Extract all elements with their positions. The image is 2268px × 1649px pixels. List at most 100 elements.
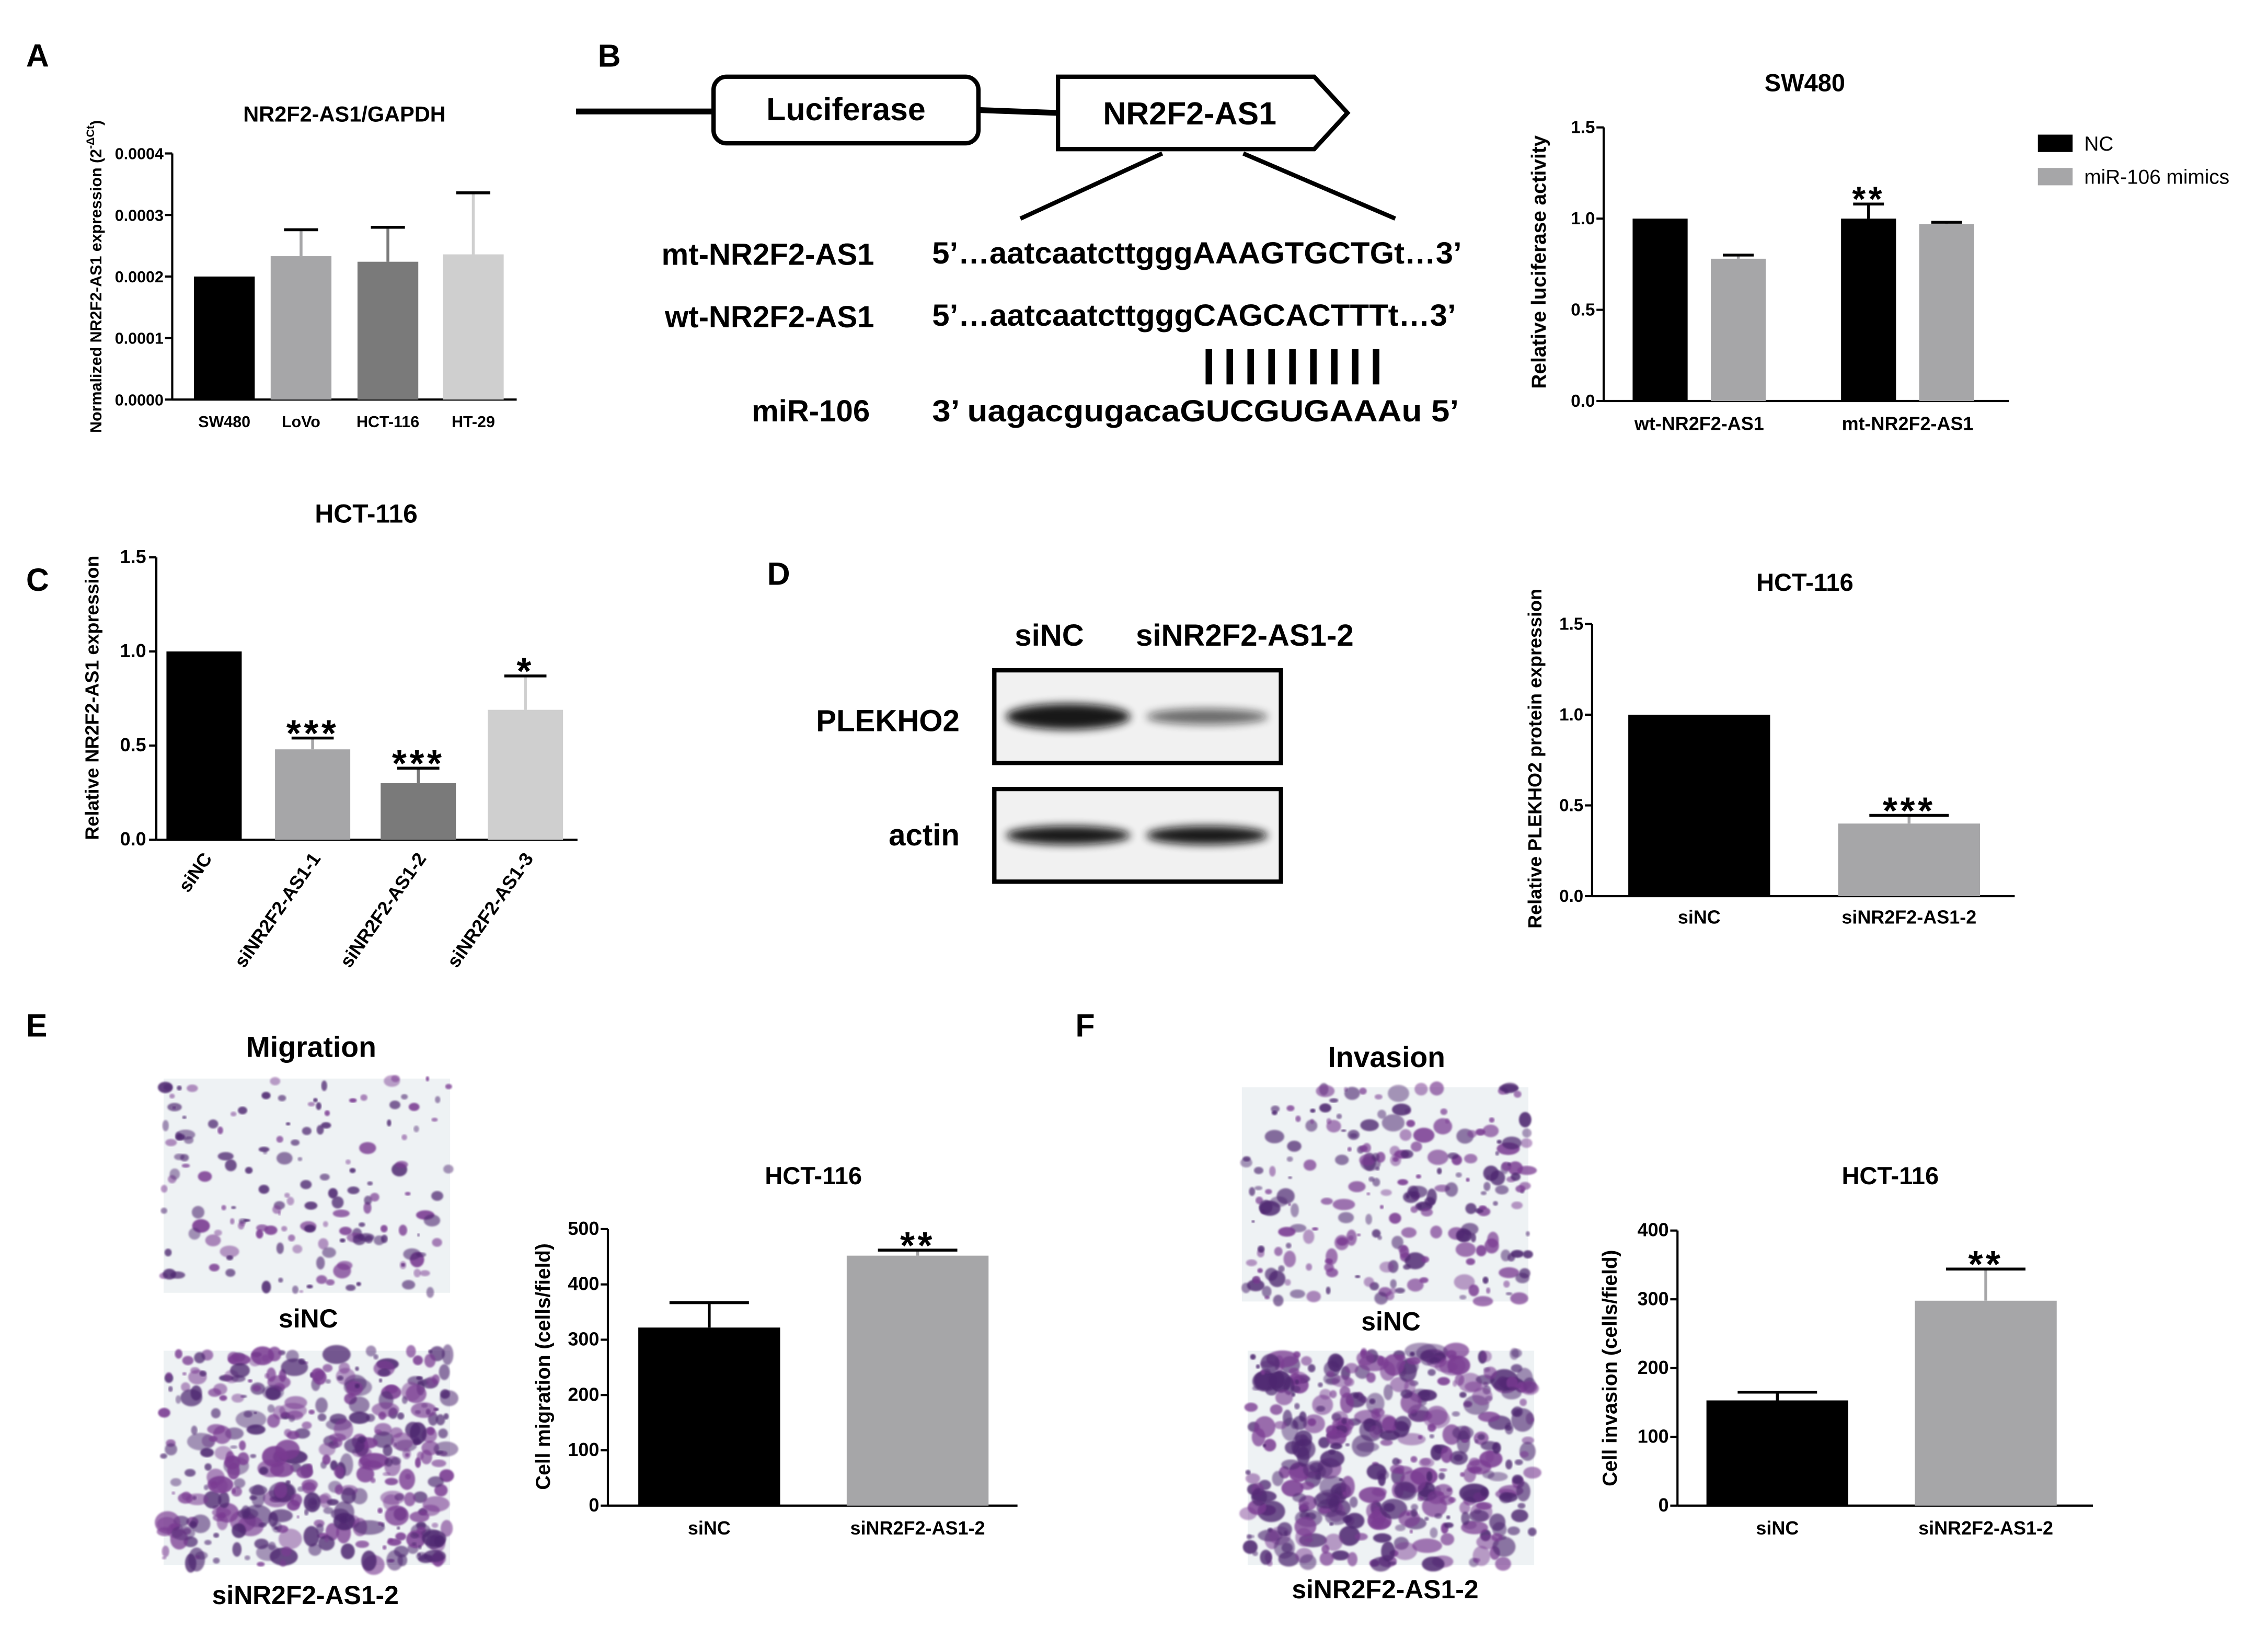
stained-cell: [355, 1540, 370, 1548]
stained-cell: [1477, 1434, 1485, 1440]
stained-cell: [1505, 1425, 1512, 1431]
stained-cell: [1391, 1235, 1403, 1249]
stained-cell: [1344, 1513, 1365, 1529]
stained-cell: [304, 1224, 316, 1233]
stained-cell: [252, 1384, 261, 1392]
stained-cell: [1287, 1140, 1302, 1152]
stained-cell: [258, 1185, 270, 1194]
stained-cell: [316, 1523, 324, 1535]
stained-cell: [324, 1536, 329, 1542]
stained-cell: [1484, 1238, 1499, 1254]
x-tick-label: siNR2F2-AS1-2: [1918, 1517, 2053, 1539]
stained-cell: [276, 1136, 283, 1143]
stained-cell: [1295, 1379, 1299, 1384]
stained-cell: [270, 1461, 294, 1478]
stained-cell: [160, 1207, 168, 1214]
stained-cell: [1319, 1551, 1334, 1566]
legend-swatch: [2037, 134, 2073, 152]
stained-cell: [1456, 1229, 1472, 1242]
x-tick-label: HCT-116: [356, 413, 419, 431]
stained-cell: [264, 1373, 269, 1379]
stained-cell: [322, 1455, 331, 1465]
nr2f2-as1-label: NR2F2-AS1: [1103, 96, 1276, 131]
legend-swatch: [2037, 168, 2073, 186]
stained-cell: [1350, 1133, 1357, 1138]
stained-cell: [359, 1222, 365, 1227]
stained-cell: [326, 1279, 335, 1286]
stained-cell: [1390, 1154, 1401, 1166]
stained-cell: [1438, 1472, 1445, 1480]
stained-cell: [1380, 1439, 1393, 1446]
stained-cell: [1410, 1509, 1418, 1517]
stained-cell: [257, 1562, 265, 1567]
stained-cell: [1461, 1511, 1470, 1526]
stained-cell: [1424, 1517, 1429, 1521]
stained-cell: [442, 1344, 454, 1365]
stained-cell: [321, 1080, 327, 1091]
stained-cell: [1251, 1428, 1265, 1447]
stained-cell: [1263, 1438, 1276, 1452]
stained-cell: [273, 1526, 279, 1530]
stained-cell: [1444, 1522, 1454, 1528]
stained-cell: [432, 1374, 440, 1384]
stained-cell: [341, 1487, 356, 1504]
stained-cell: [410, 1532, 419, 1539]
x-tick-label: siNC: [1678, 907, 1721, 928]
stained-cell: [278, 1095, 286, 1102]
stained-cell: [185, 1553, 197, 1573]
stained-cell: [256, 1224, 268, 1232]
stained-cell: [406, 1345, 416, 1358]
y-axis-label: Relative luciferase activity: [1528, 135, 1550, 388]
stained-cell: [1505, 1459, 1513, 1470]
stained-cell: [1429, 1434, 1434, 1439]
stained-cell: [165, 1443, 177, 1456]
stained-cell: [171, 1525, 195, 1541]
x-tick-label: wt-NR2F2-AS1: [1634, 413, 1764, 434]
stained-cell: [1319, 1103, 1332, 1113]
stained-cell: [356, 1465, 374, 1483]
stained-cell: [1324, 1263, 1334, 1272]
stained-cell: [204, 1463, 212, 1471]
stained-cell: [235, 1410, 267, 1429]
stained-cell: [406, 1384, 427, 1404]
stained-cell: [1390, 1279, 1397, 1289]
stained-cell: [162, 1545, 169, 1558]
stained-cell: [1419, 1277, 1429, 1284]
stained-cell: [440, 1390, 459, 1406]
stained-cell: [333, 1465, 344, 1478]
stained-cell: [1521, 1138, 1533, 1148]
stained-cell: [1510, 1250, 1524, 1258]
significance-mark: ***: [1883, 790, 1936, 832]
stained-cell: [1507, 1162, 1511, 1166]
stained-cell: [285, 1349, 299, 1362]
stained-cell: [1270, 1196, 1288, 1207]
y-tick-label: 200: [1638, 1357, 1669, 1378]
stained-cell: [244, 1555, 250, 1561]
stained-cell: [332, 1209, 350, 1218]
stained-cell: [1515, 1273, 1529, 1284]
stained-cell: [1375, 1166, 1380, 1171]
blot-band: [1146, 708, 1268, 725]
stained-cell: [1246, 1534, 1252, 1540]
stained-cell: [318, 1535, 335, 1551]
stained-cell: [231, 1486, 242, 1497]
stained-cell: [1495, 1185, 1509, 1195]
stained-cell: [431, 1191, 444, 1201]
stained-cell: [434, 1484, 448, 1497]
stained-cell: [1489, 1117, 1495, 1123]
y-tick-label: 1.5: [1559, 615, 1583, 634]
stained-cell: [256, 1544, 281, 1561]
stained-cell: [391, 1075, 400, 1082]
stained-cell: [270, 1077, 281, 1085]
stained-cell: [404, 1492, 416, 1507]
stained-cell: [225, 1268, 236, 1277]
stained-cell: [251, 1484, 266, 1508]
stained-cell: [1399, 1245, 1409, 1258]
bar: [846, 1255, 989, 1506]
blot-lane-label-sinc: siNC: [1015, 619, 1084, 652]
stained-cell: [1340, 1392, 1354, 1414]
stained-cell: [237, 1452, 249, 1465]
stained-cell: [1288, 1176, 1293, 1180]
stained-cell: [433, 1441, 458, 1457]
